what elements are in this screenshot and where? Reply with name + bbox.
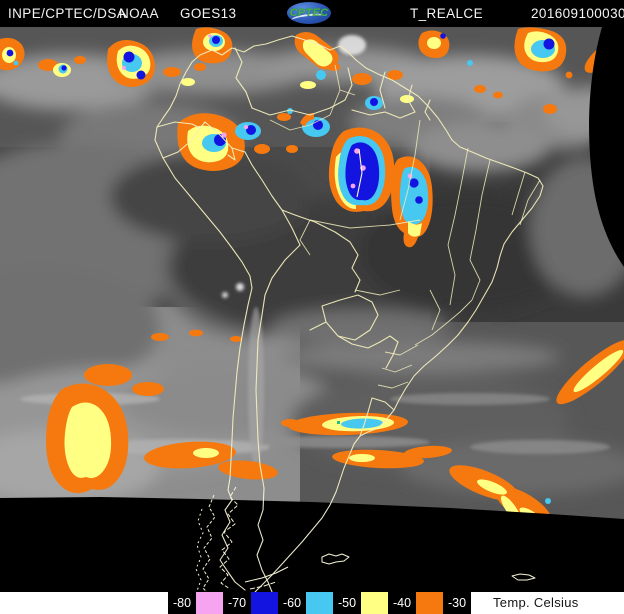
state-borders [269, 64, 541, 389]
noaa-label: NOAA [119, 6, 159, 21]
cptec-logo: CPTEC [287, 2, 331, 24]
temperature-scale: -80 -70 -60 -50 -40 -30 [168, 592, 471, 614]
patagonia-outlines [195, 486, 536, 592]
convection-overlay [0, 27, 624, 587]
legend-label--30: -30 [443, 592, 471, 614]
legend-title: Temp. Celsius [493, 595, 579, 610]
legend-label--70: -70 [223, 592, 251, 614]
legend-label--50: -50 [333, 592, 361, 614]
legend-swatch-orange [416, 592, 443, 614]
legend-swatch-pink [196, 592, 223, 614]
legend-swatch-blue [251, 592, 278, 614]
goes13-ir-enhanced-map [0, 27, 624, 592]
legend-label--80: -80 [168, 592, 196, 614]
amazon-convection-cluster [286, 113, 433, 248]
header-bar: INPE/CPTEC/DSA NOAA GOES13 CPTEC T_REALC… [0, 0, 624, 27]
legend-bar: -80 -70 -60 -50 -40 -30 Temp. Celsius [0, 592, 624, 614]
legend-label--40: -40 [388, 592, 416, 614]
legend-swatch-yellow [361, 592, 388, 614]
scan-edge-black [0, 27, 624, 592]
agency-label: INPE/CPTEC/DSA [8, 6, 127, 21]
legend-swatch-cyan [306, 592, 333, 614]
southern-systems [46, 329, 624, 587]
satellite-label: GOES13 [180, 6, 237, 21]
product-label: T_REALCE [410, 6, 483, 21]
cloud-texture [0, 47, 624, 505]
legend-label--60: -60 [278, 592, 306, 614]
logo-text: CPTEC [289, 7, 329, 19]
timestamp-label: 201609100030 [531, 6, 624, 21]
country-borders [154, 35, 544, 592]
satellite-image [0, 27, 624, 592]
